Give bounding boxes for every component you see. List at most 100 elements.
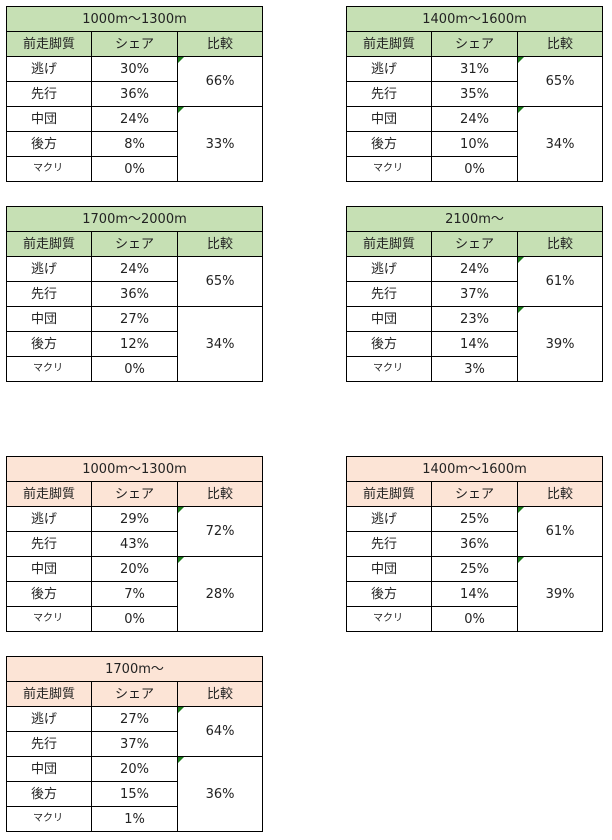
share-value: 12% — [91, 331, 178, 357]
running-style-label: 逃げ — [346, 256, 432, 282]
front-runner-total: 66% — [176, 56, 264, 107]
running-style-label: 中団 — [6, 106, 92, 132]
front-runner-total: 61% — [516, 506, 604, 557]
running-style-label: 後方 — [346, 331, 432, 357]
column-header-style: 前走脚質 — [6, 681, 92, 707]
share-value: 24% — [431, 106, 518, 132]
column-header-share: シェア — [91, 681, 178, 707]
share-value: 23% — [431, 306, 518, 332]
share-value: 0% — [431, 156, 518, 182]
share-value: 27% — [91, 306, 178, 332]
running-style-label: 中団 — [346, 106, 432, 132]
running-style-label: 先行 — [6, 81, 92, 107]
share-value: 36% — [91, 281, 178, 307]
table-title: 1700m〜 — [5, 656, 264, 682]
running-style-label: 中団 — [6, 556, 92, 582]
front-runner-total: 64% — [176, 706, 264, 757]
share-value: 25% — [431, 506, 518, 532]
share-value: 31% — [431, 56, 518, 82]
share-value: 36% — [431, 531, 518, 557]
front-runner-total: 65% — [516, 56, 604, 107]
share-table: 1000m〜1300m 前走脚質 シェア 比較 逃げ 30% 66% 先行 36… — [5, 6, 264, 182]
back-runner-total: 28% — [176, 556, 264, 632]
front-runner-total: 65% — [176, 256, 264, 307]
running-style-label: 先行 — [6, 731, 92, 757]
running-style-label: 逃げ — [6, 506, 92, 532]
share-value: 24% — [431, 256, 518, 282]
column-header-share: シェア — [91, 481, 178, 507]
running-style-label: 中団 — [6, 756, 92, 782]
running-style-label: 逃げ — [346, 56, 432, 82]
column-header-share: シェア — [431, 481, 518, 507]
share-value: 37% — [431, 281, 518, 307]
share-value: 20% — [91, 756, 178, 782]
share-value: 37% — [91, 731, 178, 757]
running-style-label: 逃げ — [6, 56, 92, 82]
column-header-compare: 比較 — [516, 481, 604, 507]
share-value: 10% — [431, 131, 518, 157]
share-value: 14% — [431, 581, 518, 607]
running-style-label: マクリ — [6, 356, 92, 382]
column-header-style: 前走脚質 — [6, 31, 92, 57]
share-value: 20% — [91, 556, 178, 582]
share-value: 1% — [91, 806, 178, 832]
running-style-label: 先行 — [346, 81, 432, 107]
share-value: 30% — [91, 56, 178, 82]
share-value: 15% — [91, 781, 178, 807]
running-style-label: 後方 — [6, 581, 92, 607]
column-header-compare: 比較 — [176, 481, 264, 507]
share-value: 0% — [91, 606, 178, 632]
column-header-compare: 比較 — [176, 231, 264, 257]
share-value: 36% — [91, 81, 178, 107]
column-header-compare: 比較 — [176, 31, 264, 57]
back-runner-total: 39% — [516, 556, 604, 632]
column-header-style: 前走脚質 — [6, 231, 92, 257]
column-header-compare: 比較 — [516, 231, 604, 257]
running-style-label: 中団 — [346, 556, 432, 582]
share-table: 1700m〜 前走脚質 シェア 比較 逃げ 27% 64% 先行 37% 中団 … — [5, 656, 264, 832]
back-runner-total: 34% — [516, 106, 604, 182]
column-header-compare: 比較 — [516, 31, 604, 57]
share-value: 0% — [91, 356, 178, 382]
running-style-label: 後方 — [346, 581, 432, 607]
running-style-label: 後方 — [6, 781, 92, 807]
running-style-label: マクリ — [6, 156, 92, 182]
running-style-label: 後方 — [6, 331, 92, 357]
share-table: 1000m〜1300m 前走脚質 シェア 比較 逃げ 29% 72% 先行 43… — [5, 456, 264, 632]
share-value: 43% — [91, 531, 178, 557]
running-style-label: 先行 — [6, 531, 92, 557]
share-value: 24% — [91, 256, 178, 282]
running-style-label: マクリ — [346, 356, 432, 382]
table-title: 2100m〜 — [345, 206, 604, 232]
column-header-share: シェア — [431, 231, 518, 257]
running-style-label: 中団 — [346, 306, 432, 332]
table-title: 1700m〜2000m — [5, 206, 264, 232]
running-style-label: 先行 — [6, 281, 92, 307]
front-runner-total: 72% — [176, 506, 264, 557]
running-style-label: 先行 — [346, 531, 432, 557]
share-value: 29% — [91, 506, 178, 532]
share-table: 1400m〜1600m 前走脚質 シェア 比較 逃げ 25% 61% 先行 36… — [345, 456, 604, 632]
running-style-label: 逃げ — [346, 506, 432, 532]
running-style-label: 逃げ — [6, 256, 92, 282]
running-style-label: マクリ — [6, 606, 92, 632]
table-title: 1000m〜1300m — [5, 456, 264, 482]
running-style-label: 中団 — [6, 306, 92, 332]
running-style-label: マクリ — [346, 606, 432, 632]
running-style-label: 後方 — [346, 131, 432, 157]
share-value: 27% — [91, 706, 178, 732]
front-runner-total: 61% — [516, 256, 604, 307]
running-style-label: マクリ — [6, 806, 92, 832]
column-header-share: シェア — [91, 231, 178, 257]
column-header-compare: 比較 — [176, 681, 264, 707]
share-value: 0% — [91, 156, 178, 182]
share-value: 7% — [91, 581, 178, 607]
running-style-label: 後方 — [6, 131, 92, 157]
share-table: 2100m〜 前走脚質 シェア 比較 逃げ 24% 61% 先行 37% 中団 … — [345, 206, 604, 382]
column-header-share: シェア — [91, 31, 178, 57]
column-header-style: 前走脚質 — [346, 481, 432, 507]
table-title: 1400m〜1600m — [345, 456, 604, 482]
share-table: 1400m〜1600m 前走脚質 シェア 比較 逃げ 31% 65% 先行 35… — [345, 6, 604, 182]
share-value: 35% — [431, 81, 518, 107]
table-title: 1000m〜1300m — [5, 6, 264, 32]
